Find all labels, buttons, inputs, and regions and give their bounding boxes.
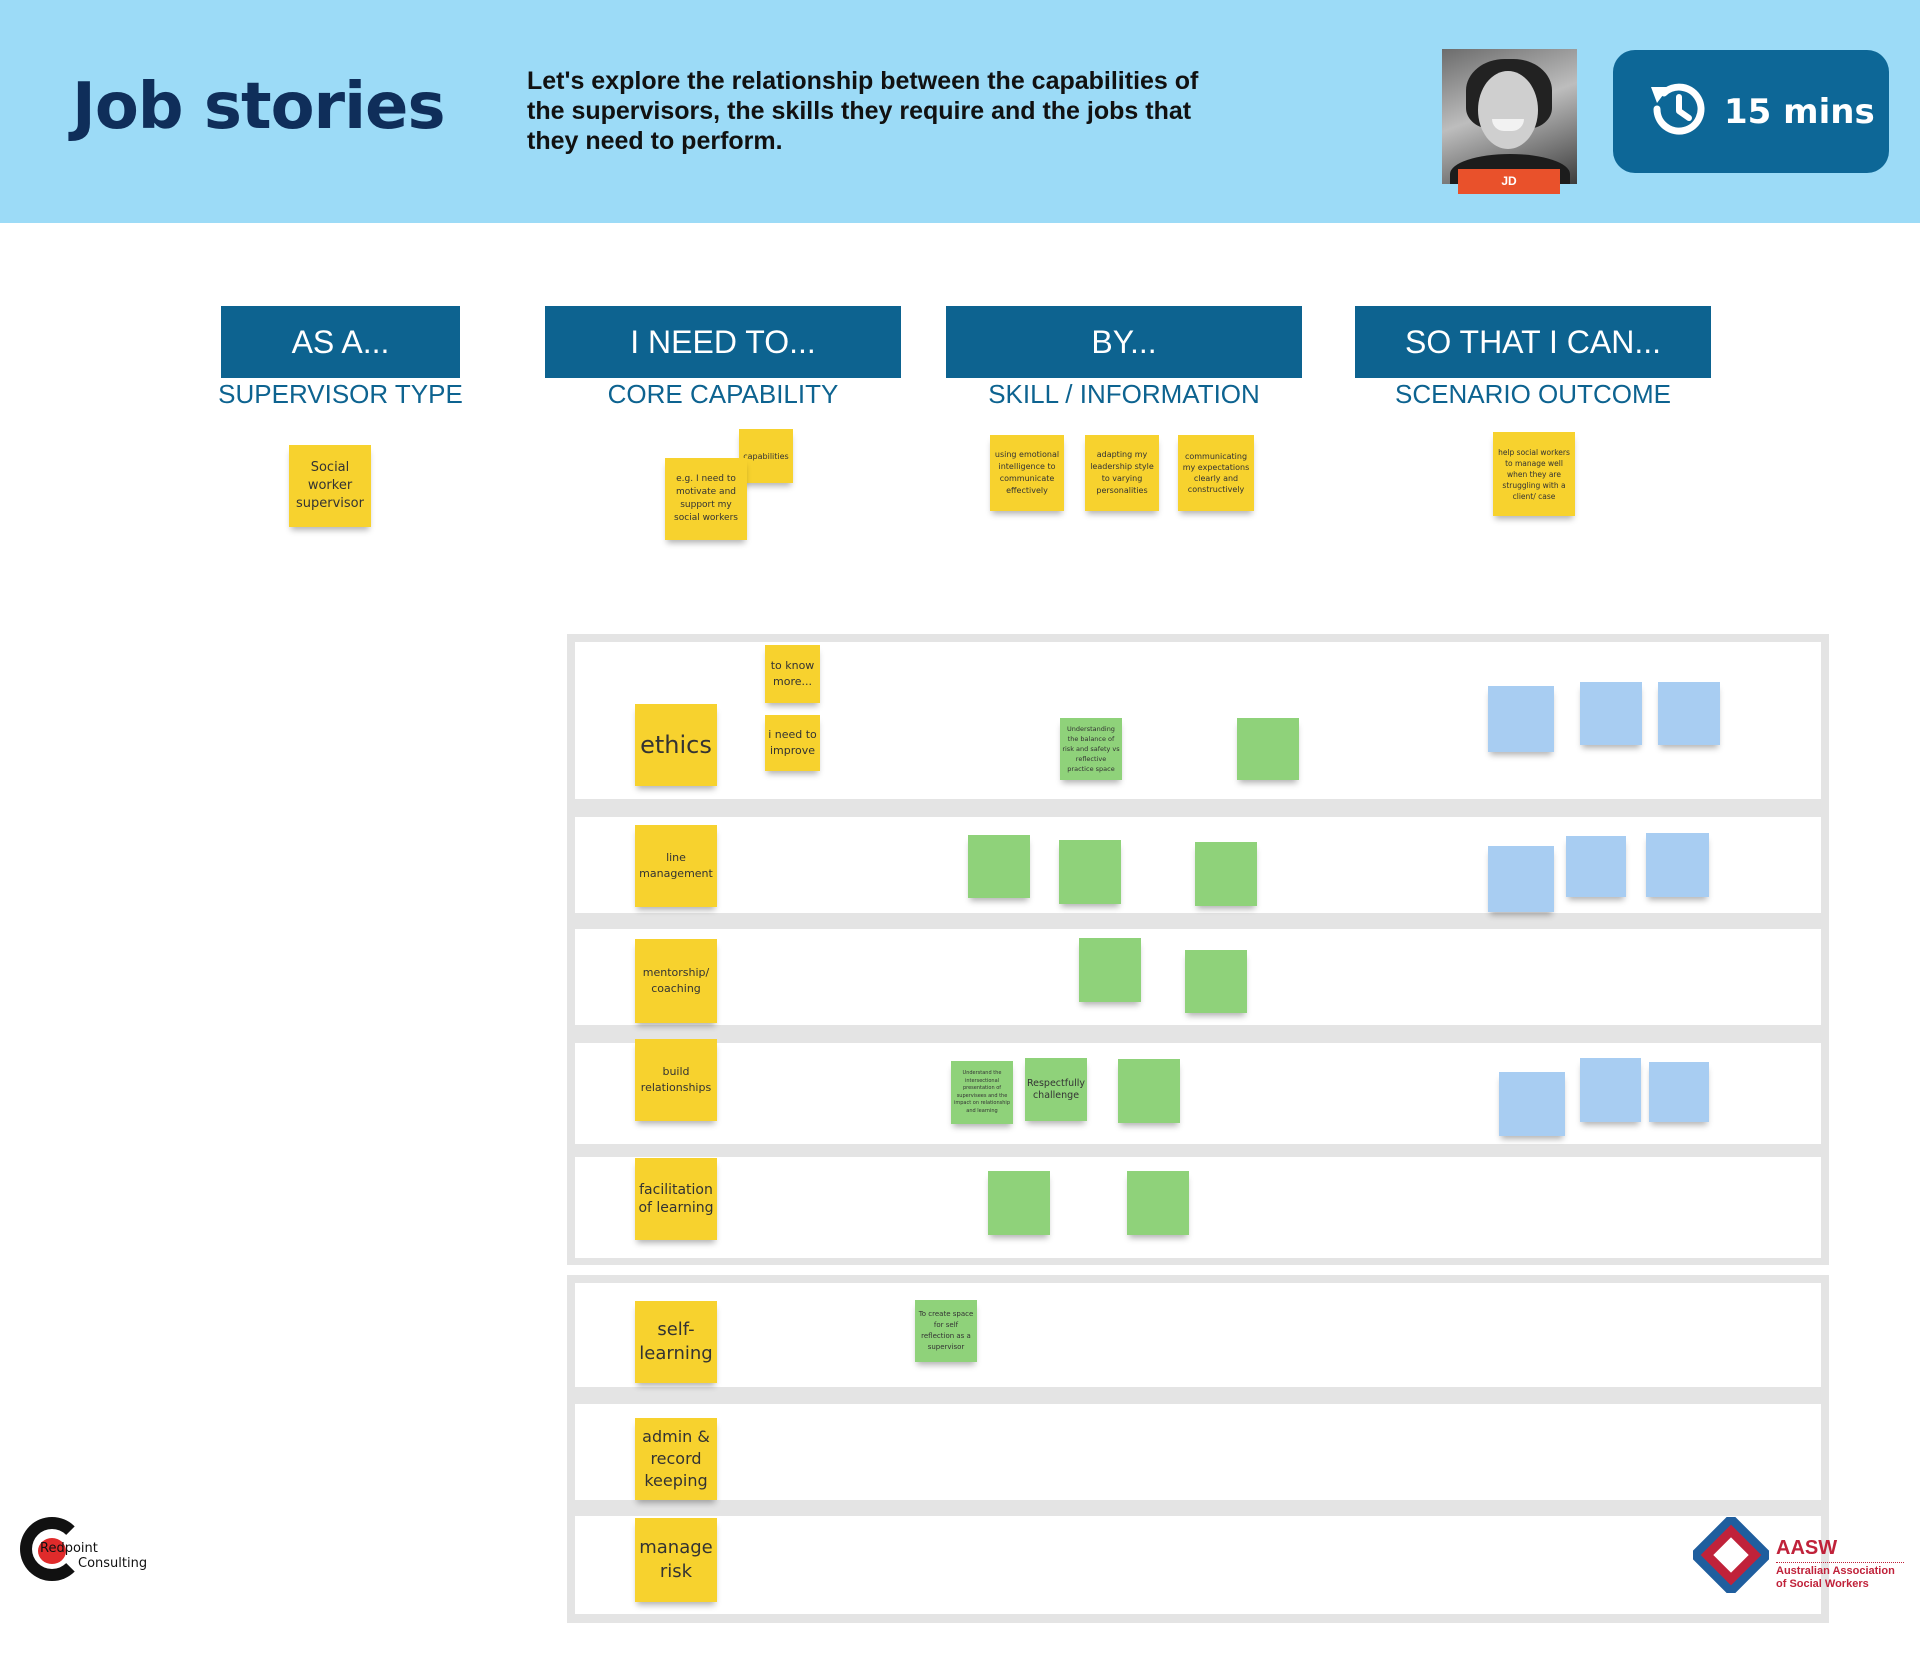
sticky-note-green-stack[interactable] [1051,832,1121,904]
sticky-note-supervisor-type[interactable]: Social worker supervisor [289,445,371,527]
sticky-note-blue-blank[interactable] [1580,682,1642,745]
sticky-note-green-blank[interactable] [1079,938,1141,1002]
redpoint-logo-dot [38,1538,66,1564]
sticky-note-skill[interactable]: using emotional intelligence to communic… [990,435,1064,511]
row-label-facilitation-of-learning[interactable]: facilitation of learning [635,1158,717,1240]
sticky-note-blue-stack[interactable] [1480,838,1554,912]
column-subtitle-core-capability: CORE CAPABILITY [607,379,839,409]
sticky-note-green-blank[interactable] [1195,842,1257,906]
row-label-manage-risk[interactable]: manage risk [635,1518,717,1602]
sticky-note-blue-blank[interactable] [1646,833,1709,897]
redpoint-name: Redpoint [40,1541,98,1556]
row-label-self-learning[interactable]: self-learning [635,1301,717,1383]
column-header-so-that-i-can: SO THAT I CAN... [1355,306,1711,378]
sticky-note-self-learning-skill[interactable]: To create space for self reflection as a… [915,1300,977,1362]
aasw-logo-text: AASW Australian Association of Social Wo… [1776,1537,1904,1591]
sticky-note-respectfully-challenge[interactable]: Respectfully challenge [1025,1058,1087,1121]
presenter-initials-tag: JD [1458,169,1560,194]
aasw-name-line1: Australian Association [1776,1565,1895,1577]
sticky-note-to-know-more[interactable]: to know more... [765,645,820,703]
header-banner [0,0,1920,223]
column-subtitle-skill-information: SKILL / INFORMATION [988,379,1260,409]
sticky-note-green-blank[interactable] [988,1171,1050,1235]
lane-self-learning [575,1283,1821,1387]
aasw-name-line2: of Social Workers [1776,1578,1869,1590]
column-subtitle-supervisor-type: SUPERVISOR TYPE [218,379,463,409]
column-header-i-need-to: I NEED TO... [545,306,901,378]
row-label-mentorship-coaching[interactable]: mentorship/ coaching [635,939,717,1023]
page-title: Job stories [72,70,446,144]
page-description: Let's explore the relationship between t… [527,67,1199,155]
history-clock-icon [1651,83,1705,135]
sticky-note-skill[interactable]: communicating my expectations clearly an… [1178,435,1254,511]
row-label-admin-record-keeping[interactable]: admin & record keeping [635,1418,717,1500]
sticky-note-i-need-to-improve[interactable]: i need to improve [765,715,820,771]
row-label-ethics[interactable]: ethics [635,704,717,786]
sticky-note-core-capability[interactable]: e.g. I need to motivate and support my s… [665,458,747,540]
sticky-note-skill[interactable]: adapting my leadership style to varying … [1085,435,1159,511]
sticky-note-blue-blank[interactable] [1658,682,1720,745]
column-subtitle-scenario-outcome: SCENARIO OUTCOME [1395,379,1671,409]
sticky-note-green-blank[interactable] [968,835,1030,898]
lane-manage-risk [575,1516,1821,1614]
timer-button[interactable]: 15 mins [1613,50,1889,173]
sticky-note-green-blank[interactable] [1127,1171,1189,1235]
sticky-note-capabilities[interactable]: capabilities [739,429,793,483]
sticky-note-relationships-skill[interactable]: Understand the intersectional presentati… [951,1061,1013,1124]
sticky-note-blue-stack[interactable] [1491,1064,1565,1136]
redpoint-logo-text: Redpoint Consulting [40,1541,147,1571]
timer-label: 15 mins [1724,92,1875,132]
sticky-note-scenario-outcome[interactable]: help social workers to manage well when … [1493,432,1575,516]
aasw-logo-mark [1693,1517,1769,1593]
lane-facilitation [575,1157,1821,1258]
sticky-note-green-blank[interactable] [1185,950,1247,1013]
sticky-note-blue-stack[interactable] [1558,828,1626,897]
sticky-note-green-blank[interactable] [1118,1059,1180,1123]
column-header-as-a: AS A... [221,306,460,378]
sticky-note-green-blank[interactable] [1237,718,1299,780]
sticky-note-ethics-skill[interactable]: Understanding the balance of risk and sa… [1060,718,1122,780]
redpoint-subtitle: Consulting [78,1556,148,1571]
row-label-line-management[interactable]: line management [635,825,717,907]
sticky-note-blue-blank[interactable] [1580,1058,1641,1122]
column-header-by: BY... [946,306,1302,378]
lane-admin [575,1404,1821,1500]
row-label-build-relationships[interactable]: build relationships [635,1039,717,1121]
presenter-avatar [1442,49,1577,184]
sticky-note-blue-stack[interactable] [1641,1054,1709,1122]
aasw-acronym: AASW [1776,1537,1838,1559]
sticky-note-blue-stack[interactable] [1480,678,1554,752]
